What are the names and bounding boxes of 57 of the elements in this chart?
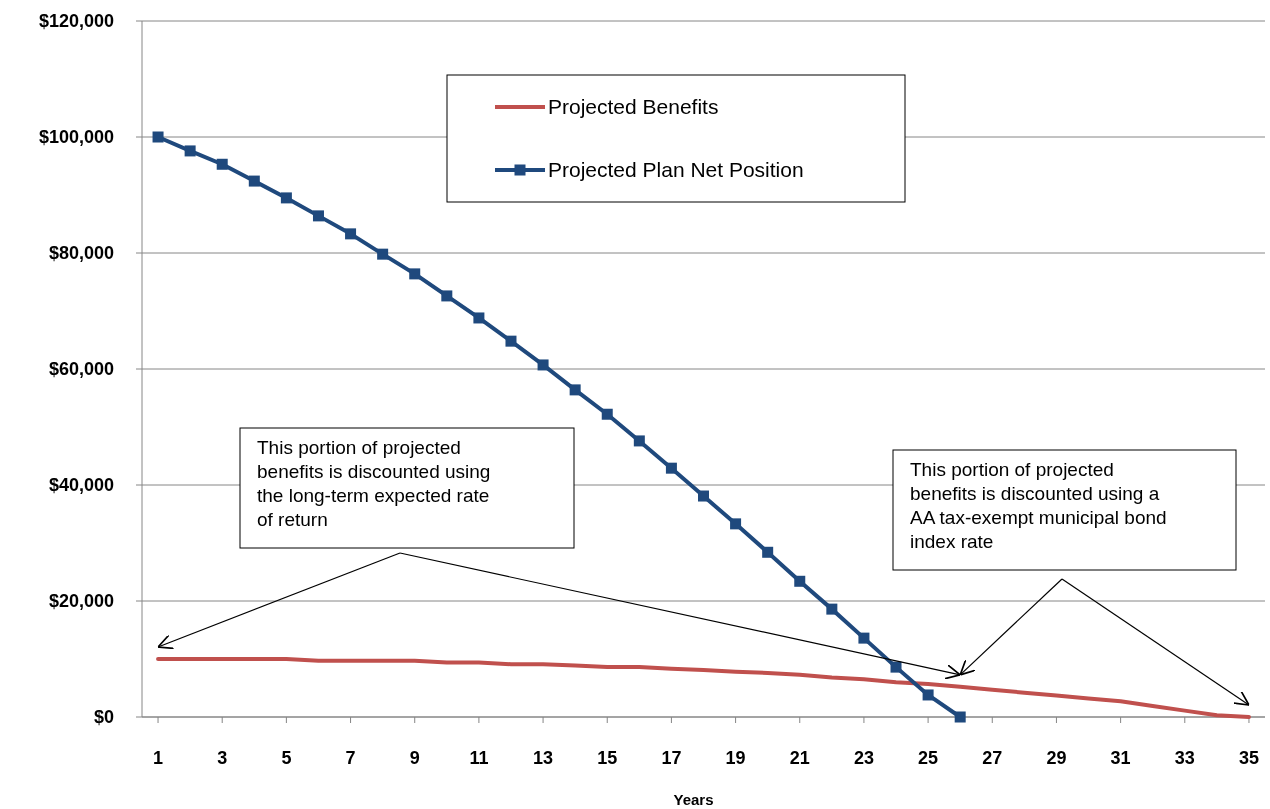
point xyxy=(505,335,517,347)
point xyxy=(633,435,645,447)
x-tick-label: 19 xyxy=(725,748,746,768)
point xyxy=(730,518,742,530)
point xyxy=(184,145,196,157)
legend-label: Projected Benefits xyxy=(548,95,719,119)
point xyxy=(954,711,966,723)
point xyxy=(601,408,613,420)
point xyxy=(922,689,934,701)
point xyxy=(345,228,357,240)
y-tick-label: $20,000 xyxy=(48,591,114,612)
x-tick-label: 17 xyxy=(661,748,682,768)
annotation: This portion of projected benefits is discounted using the long-term expected rate of return xyxy=(257,437,491,530)
y-tick-label: $120,000 xyxy=(38,11,114,32)
line-series xyxy=(156,657,1251,719)
x-tick-label: 5 xyxy=(281,748,292,768)
x-tick-label: 27 xyxy=(982,748,1003,768)
point xyxy=(312,210,324,222)
y-tick-label: $0 xyxy=(93,707,114,728)
x-tick-label: 15 xyxy=(597,748,618,768)
y-tick-label: $60,000 xyxy=(48,359,114,380)
x-tick-label: 29 xyxy=(1046,748,1067,768)
x-tick-label: 11 xyxy=(469,748,489,768)
point xyxy=(441,290,453,302)
point xyxy=(698,490,709,502)
point xyxy=(152,131,164,143)
x-axis-title: Years xyxy=(673,791,714,808)
x-tick-label: 25 xyxy=(918,748,939,768)
x-tick-label: 31 xyxy=(1110,748,1131,768)
point xyxy=(890,661,902,673)
point xyxy=(248,175,260,187)
x-tick-label: 35 xyxy=(1238,748,1259,768)
point xyxy=(377,248,389,260)
x-tick-label: 9 xyxy=(409,748,420,768)
x-tick-label: 1 xyxy=(153,748,164,768)
x-tick-label: 33 xyxy=(1174,748,1195,768)
point xyxy=(858,632,870,644)
legend-label: Projected Plan Net Position xyxy=(548,158,804,182)
y-tick-label: $80,000 xyxy=(48,243,114,264)
x-tick-label: 3 xyxy=(217,748,228,768)
annotation: This portion of projected benefits is discounted using a AA tax-exempt municipal bond index rate xyxy=(910,459,1167,552)
y-tick-label: $40,000 xyxy=(48,475,114,496)
x-tick-label: 7 xyxy=(345,748,356,768)
point xyxy=(794,575,806,587)
point xyxy=(216,158,228,170)
point xyxy=(280,192,292,204)
x-tick-label: 23 xyxy=(853,748,874,768)
point xyxy=(409,268,421,280)
point xyxy=(537,359,549,371)
x-tick-label: 21 xyxy=(789,748,810,768)
point xyxy=(665,462,677,474)
point xyxy=(473,312,485,324)
x-tick-label: 13 xyxy=(533,748,554,768)
point xyxy=(569,384,581,396)
point xyxy=(762,546,774,558)
point xyxy=(826,603,838,615)
y-tick-label: $100,000 xyxy=(38,127,114,148)
